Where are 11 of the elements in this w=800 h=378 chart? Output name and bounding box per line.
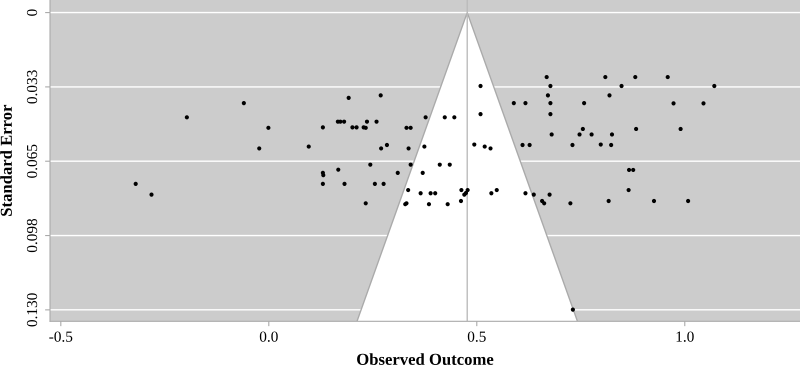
x-tick-label: -0.5 bbox=[49, 331, 72, 342]
x-tick-label: 1.0 bbox=[676, 331, 694, 342]
y-tick-label: 0.033 bbox=[26, 70, 38, 104]
x-axis-title: Observed Outcome bbox=[357, 353, 494, 365]
y-tick-label: 0 bbox=[26, 9, 38, 16]
y-tick-label: 0.065 bbox=[26, 144, 38, 178]
y-axis-title: Standard Error bbox=[0, 104, 12, 216]
x-tick-label: 0.5 bbox=[468, 331, 486, 342]
y-tick-label: 0.098 bbox=[26, 218, 38, 252]
y-tick-label: 0.130 bbox=[26, 293, 38, 326]
x-tick-label: 0.0 bbox=[260, 331, 278, 342]
